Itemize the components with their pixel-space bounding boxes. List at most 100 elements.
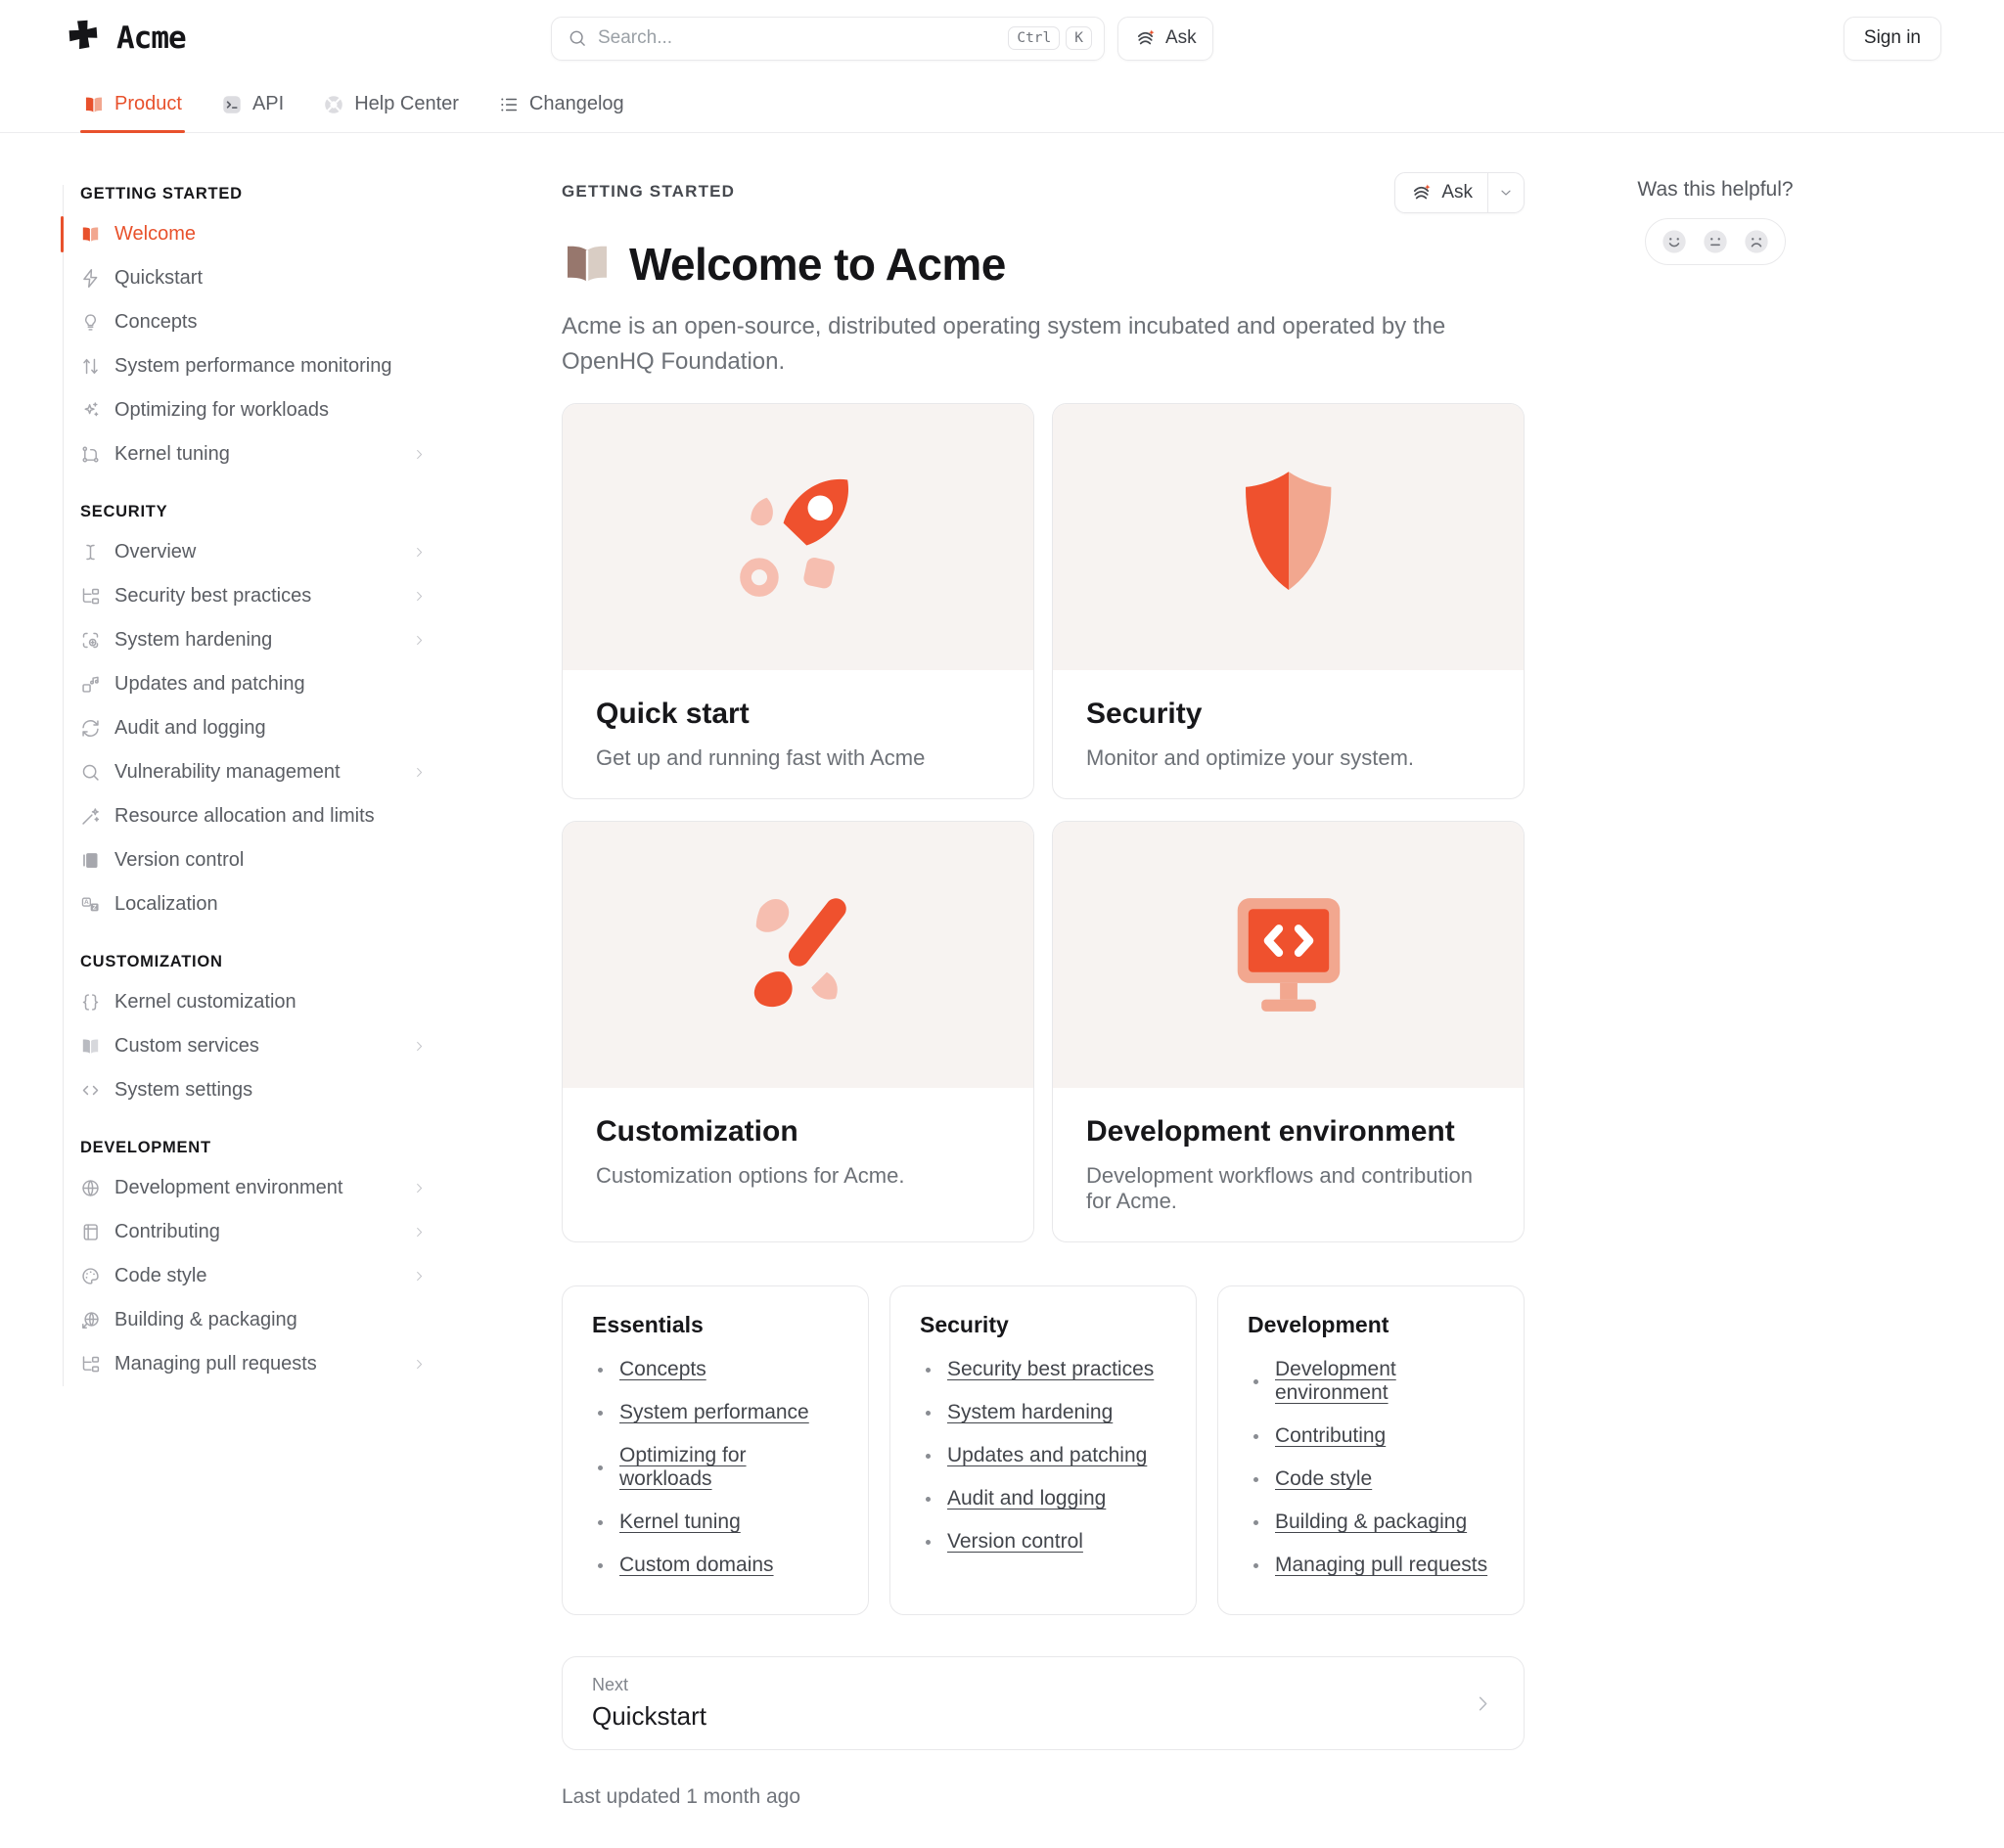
list-item: Kernel tuning: [592, 1510, 839, 1534]
next-page-card[interactable]: Next Quickstart: [562, 1656, 1525, 1750]
panel-link-updates-and-patching[interactable]: Updates and patching: [947, 1444, 1148, 1466]
list-item: Concepts: [592, 1358, 839, 1381]
panel-link-contributing[interactable]: Contributing: [1275, 1424, 1387, 1447]
list-item: Building & packaging: [1248, 1510, 1494, 1534]
sidebar-item-contributing[interactable]: Contributing: [80, 1210, 427, 1254]
sidebar: GETTING STARTED Welcome Quickstart Concepts…: [61, 133, 427, 1848]
tab-changelog[interactable]: Changelog: [498, 76, 624, 132]
tab-label: API: [251, 93, 285, 114]
ask-dropdown-toggle[interactable]: [1487, 173, 1524, 212]
sidebar-item-audit-and-logging[interactable]: Audit and logging: [80, 706, 427, 750]
tab-label: Help Center: [354, 93, 459, 114]
ask-page-button[interactable]: Ask: [1395, 173, 1487, 212]
card-development-environment[interactable]: Development environment Development workf…: [1052, 821, 1525, 1242]
chevron-down-icon: [1498, 185, 1514, 201]
sidebar-item-code-style[interactable]: Code style: [80, 1254, 427, 1298]
sidebar-item-custom-services[interactable]: Custom services: [80, 1024, 427, 1068]
panel-link-building-packaging[interactable]: Building & packaging: [1275, 1510, 1468, 1533]
sidebar-item-label: Updates and patching: [114, 673, 305, 695]
tab-api[interactable]: API: [221, 76, 284, 132]
sidebar-section-title-getting-started: GETTING STARTED: [80, 185, 243, 203]
search-field[interactable]: [598, 27, 998, 49]
panel-link-managing-pull-requests[interactable]: Managing pull requests: [1275, 1554, 1488, 1576]
tab-product[interactable]: Product: [80, 76, 185, 133]
panel-link-list: Development environment Contributing Code …: [1248, 1358, 1494, 1577]
sidebar-item-resource-allocation-and-limits[interactable]: Resource allocation and limits: [80, 794, 427, 838]
sidebar-item-label: Managing pull requests: [114, 1353, 317, 1375]
panel-link-development-environment[interactable]: Development environment: [1275, 1358, 1396, 1404]
card-grid: Quick start Get up and running fast with …: [562, 403, 1525, 1242]
chev-right-icon: [412, 589, 427, 604]
shortcut-key-ctrl: Ctrl: [1008, 26, 1061, 50]
text-cursor-icon: [80, 542, 101, 563]
content-area: GETTING STARTED Ask Welcome to Acme Acme…: [562, 133, 1525, 1848]
sidebar-item-version-control[interactable]: Version control: [80, 838, 427, 882]
sidebar-item-quickstart[interactable]: Quickstart: [80, 256, 427, 300]
svg-text:Z: Z: [93, 904, 97, 911]
panel-link-custom-domains[interactable]: Custom domains: [619, 1554, 774, 1576]
sidebar-item-development-environment[interactable]: Development environment: [80, 1166, 427, 1210]
music-box-icon: [80, 674, 101, 695]
sad-face-icon[interactable]: [1743, 228, 1770, 255]
primary-nav: Product API Help Center Changelog: [0, 76, 2004, 133]
panel-link-list: Security best practices System hardening U…: [920, 1358, 1166, 1554]
magnifier-icon: [80, 762, 101, 783]
sidebar-item-welcome[interactable]: Welcome: [61, 212, 427, 256]
product-book-icon: [83, 94, 105, 115]
sidebar-item-overview[interactable]: Overview: [80, 530, 427, 574]
tab-help-center[interactable]: Help Center: [323, 76, 459, 132]
chevron-right-icon: [1472, 1692, 1494, 1715]
list-item: Code style: [1248, 1467, 1494, 1491]
terminal-badge-icon: [221, 94, 243, 115]
last-updated: Last updated 1 month ago: [562, 1785, 801, 1808]
link-panels: Essentials Concepts System performance Opti…: [562, 1285, 1525, 1615]
notebook-icon: [80, 1222, 101, 1242]
sidebar-item-system-hardening[interactable]: System hardening: [80, 618, 427, 662]
sidebar-item-optimizing-for-workloads[interactable]: Optimizing for workloads: [80, 388, 427, 432]
list-item: System hardening: [920, 1401, 1166, 1424]
sidebar-item-building-packaging[interactable]: Building & packaging: [80, 1298, 427, 1342]
sidebar-item-label: Optimizing for workloads: [114, 399, 329, 421]
card-quick-start[interactable]: Quick start Get up and running fast with …: [562, 403, 1034, 799]
panel-link-audit-and-logging[interactable]: Audit and logging: [947, 1487, 1107, 1510]
panel-link-security-best-practices[interactable]: Security best practices: [947, 1358, 1155, 1380]
card-customization[interactable]: Customization Customization options for A…: [562, 821, 1034, 1242]
sidebar-item-localization[interactable]: A Z Localization: [80, 882, 427, 926]
card-title: Development environment: [1086, 1115, 1455, 1148]
sidebar-item-vulnerability-management[interactable]: Vulnerability management: [80, 750, 427, 794]
panel-link-version-control[interactable]: Version control: [947, 1530, 1083, 1553]
panel-link-concepts[interactable]: Concepts: [619, 1358, 706, 1380]
wand-icon: [80, 806, 101, 827]
sidebar-item-system-performance-monitoring[interactable]: System performance monitoring: [80, 344, 427, 388]
sidebar-item-concepts[interactable]: Concepts: [80, 300, 427, 344]
arrows-up-down-icon: [80, 356, 101, 377]
list-item: Security best practices: [920, 1358, 1166, 1381]
sidebar-item-system-settings[interactable]: System settings: [80, 1068, 427, 1112]
neutral-face-icon[interactable]: [1702, 228, 1729, 255]
sidebar-item-kernel-customization[interactable]: Kernel customization: [80, 980, 427, 1024]
sidebar-item-security-best-practices[interactable]: Security best practices: [80, 574, 427, 618]
brand[interactable]: Acme: [63, 18, 551, 59]
panel-title: Development: [1248, 1312, 1389, 1337]
shortcut-key-k: K: [1066, 26, 1092, 50]
panel-link-system-performance[interactable]: System performance: [619, 1401, 809, 1423]
card-title: Security: [1086, 698, 1203, 730]
sidebar-item-kernel-tuning[interactable]: Kernel tuning: [80, 432, 427, 476]
happy-face-icon[interactable]: [1661, 228, 1688, 255]
acme-logo-icon: [63, 18, 104, 59]
panel-title: Security: [920, 1312, 1009, 1337]
sidebar-item-label: Kernel tuning: [114, 443, 230, 465]
next-target: Quickstart: [592, 1701, 707, 1731]
panel-link-code-style[interactable]: Code style: [1275, 1467, 1373, 1490]
panel-link-system-hardening[interactable]: System hardening: [947, 1401, 1114, 1423]
panel-link-optimizing-for-workloads[interactable]: Optimizing for workloads: [619, 1444, 747, 1490]
panel-link-kernel-tuning[interactable]: Kernel tuning: [619, 1510, 741, 1533]
sign-in-button[interactable]: Sign in: [1843, 16, 1941, 61]
sidebar-item-managing-pull-requests[interactable]: Managing pull requests: [80, 1342, 427, 1386]
ask-button[interactable]: Ask: [1117, 16, 1213, 61]
sidebar-item-updates-and-patching[interactable]: Updates and patching: [80, 662, 427, 706]
card-security[interactable]: Security Monitor and optimize your system…: [1052, 403, 1525, 799]
book-solid-icon: [80, 850, 101, 871]
